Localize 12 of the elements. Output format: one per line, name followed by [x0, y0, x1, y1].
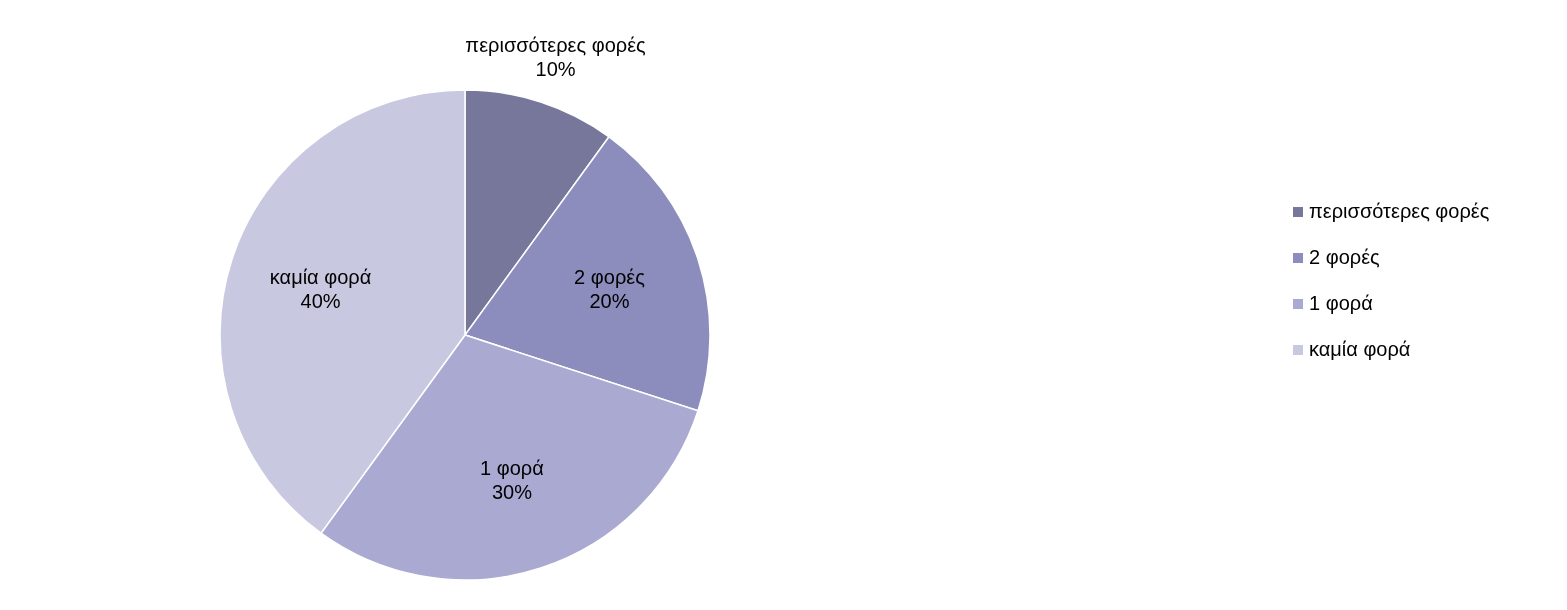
data-label: 20%	[589, 290, 630, 313]
slice-label: 2 φορές	[574, 266, 646, 289]
legend-label: περισσότερες φορές	[1309, 200, 1490, 222]
slice-label: 1 φορά	[480, 457, 544, 480]
legend-label: 2 φορές	[1309, 246, 1381, 268]
data-label: 30%	[491, 481, 533, 504]
data-label: 40%	[300, 290, 341, 313]
legend-label: 1 φορά	[1309, 292, 1373, 314]
slice-label: περισσότερες φορές	[465, 34, 647, 57]
slice-label: καμία φορά	[269, 266, 372, 289]
data-label: 10%	[535, 58, 576, 81]
legend-label: καμία φορά	[1309, 338, 1411, 360]
